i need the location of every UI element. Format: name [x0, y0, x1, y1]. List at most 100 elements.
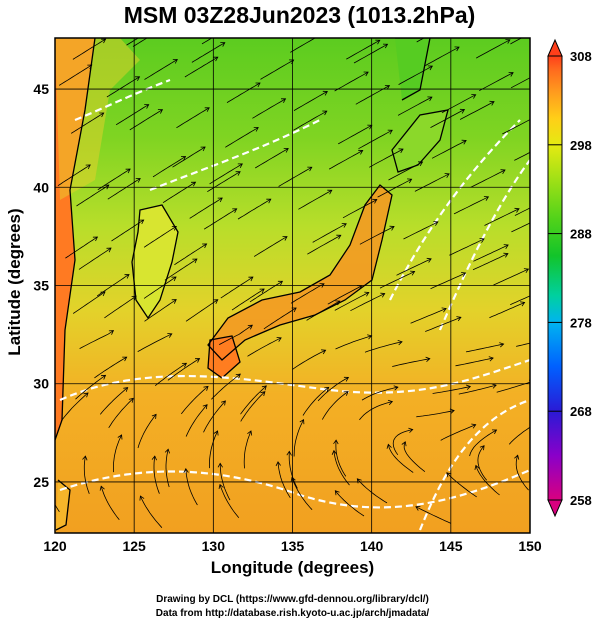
streamline-arrowhead — [471, 423, 477, 429]
streamline-arrowhead — [99, 112, 105, 118]
credit-drawing: Drawing by DCL (https://www.gfd-dennou.o… — [156, 594, 429, 605]
streamline-arrowhead — [108, 330, 115, 335]
x-tick-label: 125 — [122, 538, 146, 554]
streamline-arrowhead — [248, 276, 254, 282]
streamline — [252, 98, 286, 119]
streamline — [249, 280, 283, 303]
streamline — [465, 343, 504, 353]
streamline-arrowhead — [99, 485, 105, 491]
streamline — [108, 398, 134, 429]
streamline-arrowhead — [259, 288, 265, 294]
streamline-arrowhead — [341, 223, 347, 228]
streamline-arrowhead — [183, 468, 189, 473]
streamline-arrowhead — [213, 56, 219, 62]
streamline — [392, 358, 430, 367]
streamline — [167, 358, 200, 381]
credit-data: Data from http://database.rish.kyoto-u.a… — [155, 608, 430, 619]
streamline — [293, 91, 328, 111]
streamline — [510, 38, 523, 45]
streamline — [184, 56, 218, 78]
streamline-arrowhead — [106, 247, 112, 253]
streamline-arrowhead — [125, 168, 131, 174]
streamline-arrowhead — [213, 299, 219, 304]
colorbar: 308 298 288 278 268 258 — [547, 38, 592, 518]
streamline-arrowhead — [363, 71, 369, 77]
y-axis-ticks: 25 30 35 40 45 — [33, 81, 49, 490]
streamline — [144, 299, 177, 322]
streamline — [115, 104, 149, 126]
streamline — [453, 196, 489, 215]
streamline — [346, 39, 380, 60]
streamline — [361, 386, 398, 401]
colorbar-tick-label: 278 — [570, 315, 592, 330]
x-axis-ticks: 120 125 130 135 140 145 150 — [43, 538, 542, 554]
streamline — [99, 387, 128, 415]
streamline — [359, 401, 393, 421]
streamline — [164, 258, 198, 281]
streamline-arrowhead — [364, 291, 370, 297]
streamline — [334, 490, 365, 517]
streamline — [459, 101, 495, 120]
streamline-arrowhead — [286, 450, 292, 456]
streamline-arrowhead — [324, 386, 330, 392]
streamline — [306, 300, 340, 321]
streamline-arrowhead — [488, 356, 494, 362]
streamline-arrowhead — [276, 337, 282, 342]
y-tick-label: 35 — [33, 278, 49, 294]
streamline — [126, 38, 139, 46]
streamline — [342, 199, 377, 219]
streamline — [129, 109, 163, 131]
streamline — [291, 477, 313, 510]
streamline — [191, 42, 226, 63]
streamline-arrowhead — [489, 100, 495, 106]
streamline-arrowhead — [479, 238, 485, 243]
streamline-arrowhead — [87, 64, 93, 70]
streamline — [76, 184, 110, 207]
plot-frame — [54, 37, 531, 534]
streamline-arrowhead — [410, 270, 416, 276]
kyushu-land — [208, 336, 240, 378]
streamline — [174, 243, 207, 266]
x-axis-label: Longitude (degrees) — [210, 558, 375, 577]
streamline-arrowhead — [425, 356, 431, 362]
streamline-arrowhead — [83, 392, 89, 398]
streamline-arrowhead — [92, 236, 99, 242]
streamline — [516, 342, 530, 347]
streamline — [65, 236, 98, 259]
streamline — [398, 65, 433, 85]
streamline-arrowhead — [433, 221, 439, 226]
streamline-arrowhead — [461, 139, 467, 145]
streamline-arrowhead — [336, 234, 342, 240]
streamlines — [55, 19, 540, 528]
streamline — [356, 478, 388, 504]
streamline-arrowhead — [535, 421, 540, 425]
streamline — [254, 148, 289, 169]
streamline — [302, 386, 329, 416]
streamline-arrowhead — [167, 333, 173, 338]
colorbar-top-arrow — [547, 38, 563, 57]
streamline — [111, 219, 144, 242]
streamline — [416, 38, 425, 43]
streamline — [425, 316, 462, 332]
honshu-land — [208, 185, 392, 360]
streamline — [253, 236, 288, 257]
streamline — [511, 222, 530, 233]
streamline — [338, 124, 372, 145]
streamline-arrowhead — [503, 244, 509, 250]
streamline — [293, 419, 304, 457]
streamline — [185, 404, 208, 437]
streamline-arrowhead — [237, 163, 243, 168]
streamline — [476, 39, 511, 59]
streamline-arrowhead — [231, 24, 236, 28]
streamline-arrowhead — [272, 19, 277, 23]
streamline — [312, 223, 347, 243]
streamline-arrowhead — [213, 430, 219, 436]
streamline — [290, 283, 325, 304]
streamline — [514, 151, 530, 161]
streamline — [140, 495, 163, 528]
gridlines — [55, 38, 530, 533]
streamline — [189, 197, 223, 219]
streamline-arrowhead — [235, 373, 241, 379]
streamline-arrowhead — [387, 399, 394, 406]
